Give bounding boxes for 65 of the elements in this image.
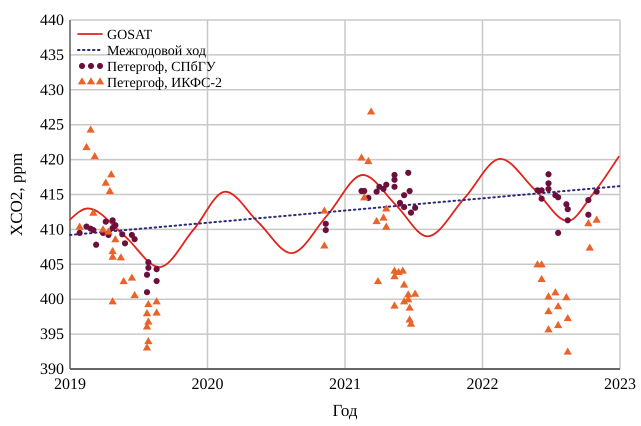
x-tick-label: 2020 [192, 376, 224, 393]
point [564, 206, 571, 212]
point [128, 232, 135, 238]
x-tick-label: 2021 [329, 376, 361, 393]
y-tick-label: 395 [40, 326, 64, 344]
point [545, 180, 552, 186]
point [374, 188, 380, 195]
point [119, 231, 126, 238]
point [585, 197, 592, 204]
point [585, 212, 592, 218]
point [76, 230, 83, 236]
point [144, 272, 150, 278]
point [545, 171, 552, 178]
point [555, 230, 562, 236]
point [322, 227, 329, 234]
y-tick-label: 430 [40, 82, 64, 99]
point [144, 289, 150, 296]
point [132, 236, 138, 242]
point [396, 200, 404, 206]
point [401, 204, 408, 210]
point [545, 186, 552, 192]
point [145, 264, 152, 271]
y-tick-label: 425 [40, 116, 64, 134]
point [154, 278, 160, 284]
point [102, 218, 109, 225]
y-tick-label: 420 [40, 152, 64, 169]
point [322, 220, 329, 227]
point [383, 182, 390, 188]
point [408, 210, 414, 216]
y-tick-label: 415 [40, 186, 64, 204]
y-tick-label: 405 [40, 256, 64, 274]
y-tick-label: 410 [40, 221, 64, 238]
point [594, 188, 600, 195]
point [112, 222, 118, 228]
point [391, 184, 398, 190]
point [145, 259, 152, 266]
legend-label: GOSAT [107, 28, 153, 43]
point [391, 172, 398, 178]
legend-label: Петергоф, СПбГУ [107, 60, 216, 75]
x-tick-label: 2022 [466, 376, 498, 393]
y-tick-label: 400 [40, 291, 64, 308]
point [564, 217, 571, 224]
y-tick-label: 390 [40, 361, 64, 378]
x-tick-label: 2023 [604, 376, 636, 393]
point [93, 242, 100, 248]
y-tick-label: 435 [40, 46, 64, 64]
y-axis-title: XCO2, ppm [7, 152, 26, 236]
point [563, 201, 570, 208]
y-tick-label: 440 [40, 12, 64, 29]
point [380, 186, 387, 192]
point [405, 170, 412, 176]
point [90, 227, 96, 234]
point [406, 188, 413, 194]
point [122, 240, 128, 246]
x-axis-title: Год [332, 401, 358, 420]
point [412, 204, 418, 211]
point [538, 196, 545, 202]
point [401, 192, 408, 198]
x-tick-label: 2019 [54, 376, 86, 393]
point [391, 176, 398, 183]
point [555, 194, 562, 200]
point [154, 266, 160, 272]
point [110, 217, 116, 224]
legend-label: Петергоф, ИКФС-2 [107, 76, 222, 91]
legend-label: Межгодовой ход [107, 44, 206, 59]
